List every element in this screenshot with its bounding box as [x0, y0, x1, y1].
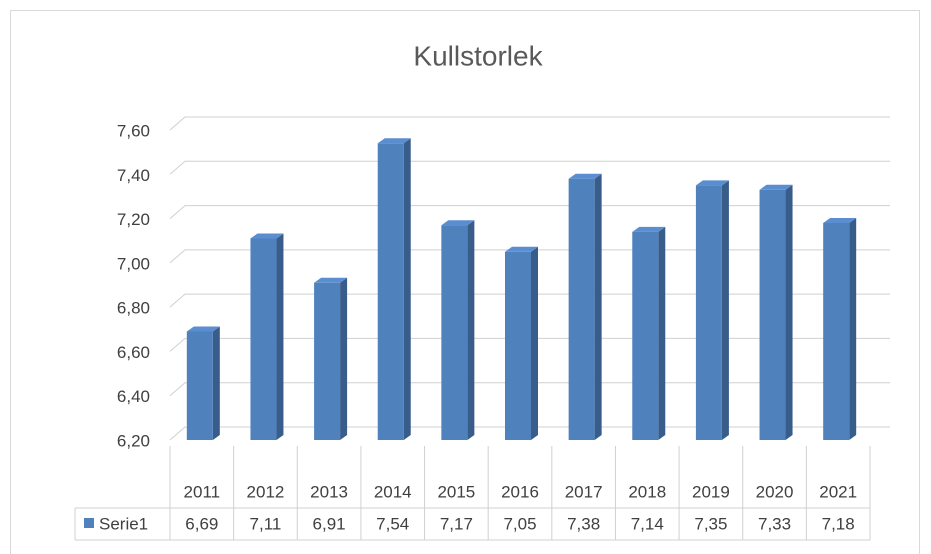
data-table-value: 7,11: [250, 514, 282, 533]
y-tick-label: 7,20: [117, 210, 150, 229]
x-tick-label: 2016: [501, 482, 539, 501]
bar-top: [568, 173, 602, 179]
bar-top: [186, 326, 220, 332]
grid-line: [169, 116, 890, 131]
x-tick-label: 2019: [692, 482, 730, 501]
bar: [250, 238, 277, 440]
bar: [632, 231, 659, 440]
x-tick-label: 2013: [310, 482, 348, 501]
bar-side: [403, 138, 411, 441]
x-tick-label: 2011: [184, 482, 221, 501]
bar-side: [276, 233, 284, 440]
y-tick-label: 7,60: [117, 121, 150, 140]
bar-side: [212, 326, 220, 440]
bar-top: [250, 233, 284, 239]
data-table-value: 6,91: [313, 514, 346, 533]
data-table-value: 6,69: [185, 514, 218, 533]
bar-top: [759, 184, 793, 190]
bar: [823, 223, 850, 440]
bar-side: [594, 173, 602, 440]
bar: [505, 251, 531, 440]
legend-label: Serie1: [99, 514, 148, 533]
x-tick-label: 2021: [819, 482, 857, 501]
data-table-value: 7,35: [694, 514, 727, 533]
bar: [441, 225, 468, 440]
bar-top: [632, 226, 666, 232]
y-tick-label: 6,80: [117, 299, 150, 318]
y-tick-label: 6,20: [117, 431, 150, 450]
x-tick-label: 2020: [756, 482, 794, 501]
x-tick-label: 2018: [628, 482, 666, 501]
bar: [695, 185, 722, 440]
x-tick-label: 2012: [247, 482, 285, 501]
y-tick-label: 6,40: [117, 387, 150, 406]
data-table-value: 7,05: [503, 514, 536, 533]
bar-top: [314, 277, 348, 283]
data-table-value: 7,54: [376, 514, 409, 533]
data-table-value: 7,33: [758, 514, 791, 533]
grid-line: [169, 160, 890, 175]
data-table-value: 7,17: [440, 514, 473, 533]
bar-side: [531, 246, 538, 440]
legend-swatch: [84, 518, 94, 528]
data-table-value: 7,18: [822, 514, 855, 533]
bar-side: [340, 277, 348, 440]
data-table-value: 7,38: [567, 514, 600, 533]
bar-top: [441, 220, 475, 226]
x-tick-label: 2017: [565, 482, 603, 501]
bar-side: [721, 180, 729, 440]
bar: [314, 282, 341, 440]
data-table-value: 7,14: [631, 514, 664, 533]
bar: [186, 331, 213, 440]
bar-side: [658, 226, 666, 440]
bar-side: [467, 220, 475, 440]
x-tick-label: 2014: [374, 482, 412, 501]
bar-top: [505, 246, 538, 252]
bar-top: [695, 180, 729, 186]
y-tick-label: 7,00: [117, 254, 150, 273]
grid-line: [169, 205, 890, 219]
bar-side: [849, 218, 857, 440]
bar: [377, 143, 404, 441]
bar-top: [823, 218, 857, 223]
bar: [568, 178, 595, 440]
bar-top: [377, 138, 411, 144]
chart-title: Kullstorlek: [413, 40, 543, 71]
y-tick-label: 6,60: [117, 343, 150, 362]
bar-side: [785, 184, 793, 440]
x-tick-label: 2015: [437, 482, 475, 501]
bar: [759, 189, 786, 440]
y-tick-label: 7,40: [117, 166, 150, 185]
